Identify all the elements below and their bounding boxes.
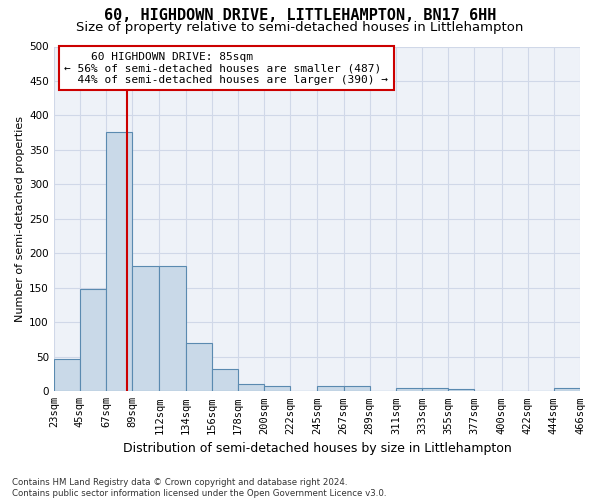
Bar <box>132 266 160 392</box>
Text: Size of property relative to semi-detached houses in Littlehampton: Size of property relative to semi-detach… <box>76 21 524 34</box>
Bar <box>554 388 580 392</box>
Bar <box>54 359 80 392</box>
Bar <box>106 132 132 392</box>
Bar <box>448 388 474 392</box>
Bar <box>344 386 370 392</box>
Bar <box>160 266 185 392</box>
Bar <box>396 388 422 392</box>
Bar <box>80 289 106 392</box>
X-axis label: Distribution of semi-detached houses by size in Littlehampton: Distribution of semi-detached houses by … <box>122 442 511 455</box>
Text: 60, HIGHDOWN DRIVE, LITTLEHAMPTON, BN17 6HH: 60, HIGHDOWN DRIVE, LITTLEHAMPTON, BN17 … <box>104 8 496 22</box>
Text: Contains HM Land Registry data © Crown copyright and database right 2024.
Contai: Contains HM Land Registry data © Crown c… <box>12 478 386 498</box>
Bar <box>238 384 264 392</box>
Bar <box>212 369 238 392</box>
Bar <box>422 388 448 392</box>
Bar <box>317 386 344 392</box>
Bar <box>185 343 212 392</box>
Y-axis label: Number of semi-detached properties: Number of semi-detached properties <box>15 116 25 322</box>
Text: 60 HIGHDOWN DRIVE: 85sqm
← 56% of semi-detached houses are smaller (487)
  44% o: 60 HIGHDOWN DRIVE: 85sqm ← 56% of semi-d… <box>64 52 388 85</box>
Bar <box>264 386 290 392</box>
